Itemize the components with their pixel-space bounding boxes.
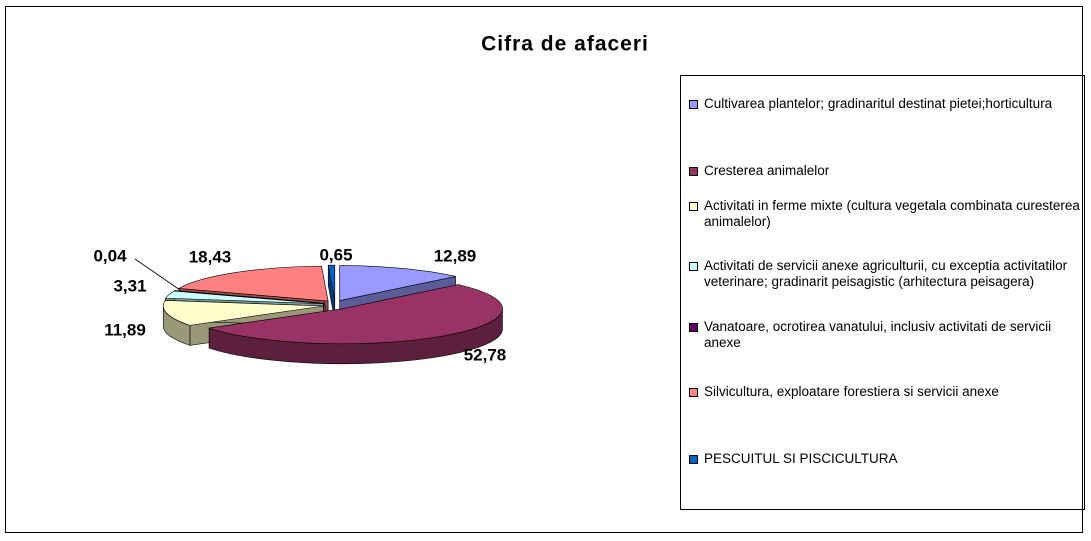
legend-swatch (689, 167, 698, 176)
legend-label: Cultivarea plantelor; gradinaritul desti… (704, 96, 1053, 111)
slice (327, 264, 336, 301)
legend-swatch (689, 323, 698, 332)
slice (177, 265, 329, 302)
legend-label: Cresterea animalelor (704, 163, 830, 178)
legend-entry: Silvicultura, exploatare forestiera si s… (689, 384, 1084, 400)
legend: Cultivarea plantelor; gradinaritul desti… (680, 75, 1085, 510)
data-label: 52,78 (464, 345, 507, 364)
legend-entry: Vanatoare, ocrotirea vanatului, inclusiv… (689, 319, 1084, 351)
slice (164, 290, 324, 305)
legend-swatch (689, 388, 698, 397)
legend-entry: PESCUITUL SI PISCICULTURA (689, 451, 1084, 467)
slice (209, 284, 503, 345)
leader-line (134, 258, 181, 291)
chart-title: Cifra de afaceri (481, 33, 649, 56)
legend-label: Silvicultura, exploatare forestiera si s… (704, 384, 999, 399)
data-label: 12,89 (434, 246, 477, 265)
pie-tops (163, 264, 503, 345)
slice (173, 290, 324, 304)
slice (339, 265, 456, 301)
legend-label: PESCUITUL SI PISCICULTURA (704, 451, 898, 466)
data-label: 18,43 (189, 247, 232, 266)
legend-swatch (689, 455, 698, 464)
data-label: 0,65 (319, 245, 352, 264)
slice (163, 300, 324, 326)
legend-entry: Cultivarea plantelor; gradinaritul desti… (689, 96, 1084, 112)
legend-swatch (689, 262, 698, 271)
legend-swatch (689, 202, 698, 211)
data-label: 3,31 (113, 276, 146, 295)
legend-label: Vanatoare, ocrotirea vanatului, inclusiv… (704, 319, 1052, 350)
data-label: 0,04 (93, 246, 127, 265)
legend-label: Activitati de servicii anexe agriculturi… (704, 258, 1068, 289)
legend-entry: Activitati in ferme mixte (cultura veget… (689, 198, 1084, 230)
legend-entry: Activitati de servicii anexe agriculturi… (689, 258, 1084, 290)
data-label: 11,89 (104, 320, 146, 339)
legend-swatch (689, 100, 698, 109)
legend-label: Activitati in ferme mixte (cultura veget… (704, 198, 1080, 229)
legend-entry: Cresterea animalelor (689, 163, 1084, 179)
chart-frame (5, 6, 1083, 533)
